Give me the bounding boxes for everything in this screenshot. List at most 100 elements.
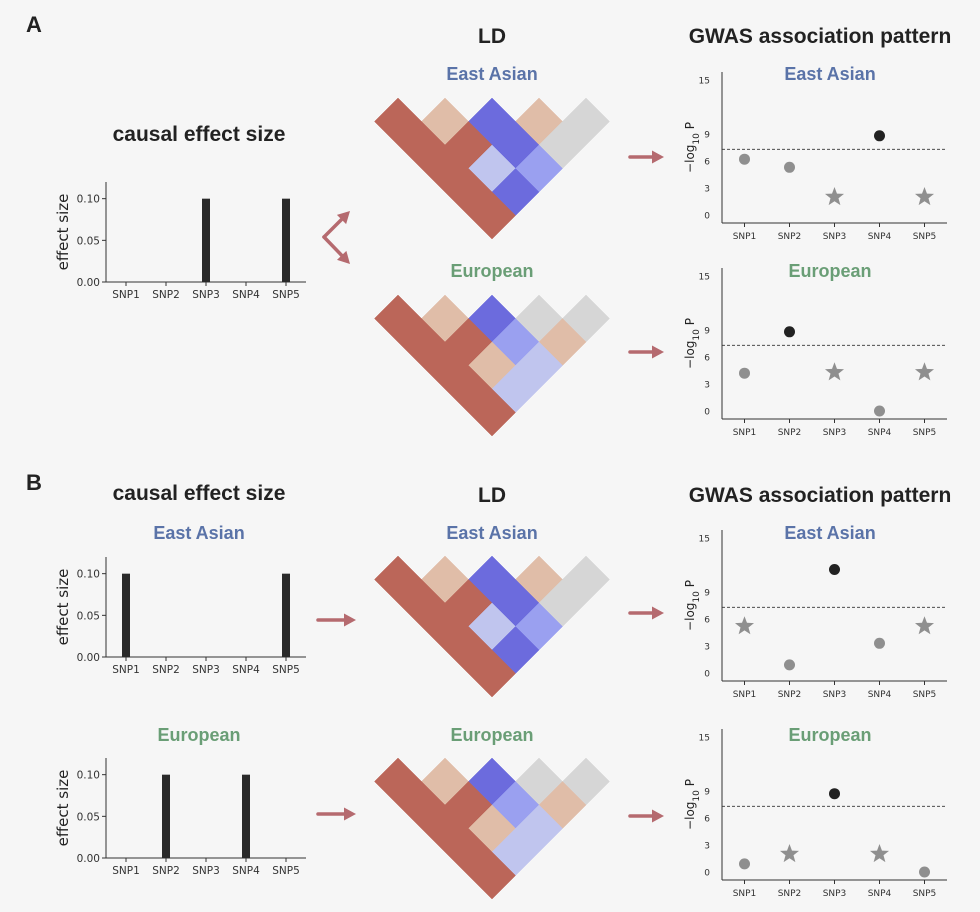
- b-gwas-european-label: European: [788, 725, 871, 745]
- a-gwas-european-y-tick-label: 3: [704, 381, 710, 391]
- a-gwas-european-point-snp1: [739, 367, 750, 379]
- a-gwas-european-x-tick-label: SNP2: [778, 428, 802, 438]
- a-gwas-european-x-tick-label: SNP4: [868, 428, 892, 438]
- b-gwas-east-asian-gwas-chart: 0 3 6 9 15 SNP1 SNP2 SNP3 SNP4 SNP5 −log10 P: [683, 530, 947, 700]
- a-gwas-european-x-tick-label: SNP5: [913, 428, 937, 438]
- b-causal-european-y-tick-label: 0.00: [77, 853, 100, 865]
- b-causal-european-x-tick-label: SNP1: [112, 865, 140, 877]
- b-causal-european-x-tick-label: SNP2: [152, 865, 180, 877]
- b-gwas-european-x-tick-label: SNP1: [733, 889, 757, 899]
- a-gwas-european-point-snp4: [874, 405, 885, 417]
- a-causal-x-tick-label: SNP1: [112, 289, 140, 301]
- b-gwas-european-x-tick-label: SNP3: [823, 889, 847, 899]
- b-gwas-european-y-tick-label: 3: [704, 842, 710, 852]
- a-causal-y-tick-label: 0.10: [77, 194, 100, 206]
- b-gwas-east-asian-x-tick-label: SNP1: [733, 690, 757, 700]
- arrow-a-ld-european-head: [652, 345, 664, 359]
- b-causal-european-label: European: [157, 725, 240, 745]
- a-gwas-european-y-axis-label: −log10 P: [683, 318, 702, 369]
- b-gwas-east-asian-label: East Asian: [784, 523, 875, 543]
- arrow-b-causal-european-head: [344, 807, 356, 821]
- a-gwas-east-asian-x-tick-label: SNP3: [823, 232, 847, 242]
- b-causal-european-bar-snp4: [242, 774, 250, 858]
- b-gwas-european-y-tick-label: 15: [699, 734, 710, 744]
- b-gwas-east-asian-x-tick-label: SNP3: [823, 690, 847, 700]
- b-gwas-european-point-snp5: [919, 866, 930, 878]
- a-gwas-east-asian-point-snp3: [824, 187, 845, 206]
- b-causal-east-asian-x-tick-label: SNP1: [112, 664, 140, 676]
- b-gwas-east-asian-point-snp4: [874, 637, 885, 649]
- arrow-a-to-european-head: [336, 250, 350, 264]
- a-gwas-east-asian-y-tick-label: 0: [704, 212, 710, 222]
- b-causal-east-asian-bar-chart: 0.00 0.05 0.10 SNP1 SNP2 SNP3 SNP4 SNP5 effect s…: [54, 557, 306, 676]
- a-ld-east-asian-ld-cell: [468, 191, 516, 240]
- a-causal-y-axis-label: effect size: [54, 194, 72, 271]
- b-ld-east-asian-ld-cell: [468, 649, 516, 698]
- charts-layer: 0.00 0.05 0.10 SNP1 SNP2 SNP3 SNP4 SNP5 effect s…: [54, 72, 947, 900]
- b-gwas-european-point-snp3: [829, 788, 840, 800]
- a-causal-x-tick-label: SNP5: [272, 289, 300, 301]
- b-causal-east-asian-y-axis-label: effect size: [54, 569, 72, 646]
- b-ld-east-asian-label: East Asian: [446, 523, 537, 543]
- panel-a-letter: A: [26, 12, 42, 37]
- b-gwas-east-asian-x-tick-label: SNP2: [778, 690, 802, 700]
- b-causal-east-asian-bar-snp5: [282, 573, 290, 657]
- b-causal-european-bar-chart: 0.00 0.05 0.10 SNP1 SNP2 SNP3 SNP4 SNP5 effect s…: [54, 758, 306, 877]
- a-gwas-east-asian-y-tick-label: 9: [704, 131, 710, 141]
- b-gwas-european-y-tick-label: 6: [704, 815, 710, 825]
- a-gwas-european-point-snp5: [914, 362, 935, 381]
- panel-b-causal-title: causal effect size: [113, 482, 286, 505]
- a-gwas-european-gwas-chart: 0 3 6 9 15 SNP1 SNP2 SNP3 SNP4 SNP5 −log10 P: [683, 268, 947, 438]
- arrow-a-to-european-shaft: [322, 235, 344, 258]
- a-gwas-european-y-tick-label: 6: [704, 354, 710, 364]
- b-gwas-east-asian-y-tick-label: 15: [699, 535, 710, 545]
- b-gwas-european-point-snp4: [869, 844, 890, 863]
- a-causal-x-tick-label: SNP3: [192, 289, 220, 301]
- panel-b-letter: B: [26, 470, 42, 495]
- a-gwas-east-asian-y-tick-label: 3: [704, 185, 710, 195]
- b-causal-european-bar-snp2: [162, 774, 170, 858]
- b-causal-european-x-tick-label: SNP4: [232, 865, 260, 877]
- b-gwas-east-asian-x-tick-label: SNP4: [868, 690, 892, 700]
- a-causal-y-tick-label: 0.05: [77, 235, 100, 247]
- b-gwas-european-gwas-chart: 0 3 6 9 15 SNP1 SNP2 SNP3 SNP4 SNP5 −log10 P: [683, 729, 947, 899]
- a-gwas-european-point-snp2: [784, 326, 795, 338]
- panel-b-ld-title: LD: [478, 484, 506, 507]
- b-causal-european-x-tick-label: SNP5: [272, 865, 300, 877]
- b-gwas-east-asian-point-snp1: [734, 616, 755, 635]
- panel-a-gwas-title: GWAS association pattern: [689, 25, 952, 48]
- b-causal-east-asian-x-tick-label: SNP3: [192, 664, 220, 676]
- a-causal-bar-snp5: [282, 198, 290, 282]
- b-gwas-european-point-snp1: [739, 858, 750, 870]
- a-gwas-east-asian-point-snp4: [874, 130, 885, 142]
- b-gwas-east-asian-y-tick-label: 0: [704, 670, 710, 680]
- panel-a-causal-title: causal effect size: [113, 123, 286, 146]
- b-causal-east-asian-bar-snp1: [122, 573, 130, 657]
- a-causal-x-tick-label: SNP4: [232, 289, 260, 301]
- a-gwas-east-asian-point-snp5: [914, 187, 935, 206]
- b-gwas-east-asian-y-axis-label: −log10 P: [683, 580, 702, 631]
- b-gwas-european-y-tick-label: 9: [704, 788, 710, 798]
- b-ld-european-ld-cell: [468, 851, 516, 900]
- a-ld-european-label: European: [450, 261, 533, 281]
- b-causal-east-asian-x-tick-label: SNP2: [152, 664, 180, 676]
- a-gwas-european-x-tick-label: SNP1: [733, 428, 757, 438]
- b-gwas-european-x-tick-label: SNP4: [868, 889, 892, 899]
- arrow-a-ld-east-asian-head: [652, 150, 664, 164]
- a-gwas-european-point-snp3: [824, 362, 845, 381]
- a-gwas-east-asian-point-snp2: [784, 161, 795, 173]
- b-gwas-european-x-tick-label: SNP2: [778, 889, 802, 899]
- arrow-a-to-east-asian-head: [336, 211, 350, 225]
- b-gwas-east-asian-point-snp5: [914, 616, 935, 635]
- arrows-layer: [316, 150, 664, 823]
- a-causal-y-tick-label: 0.00: [77, 277, 100, 289]
- a-gwas-european-y-tick-label: 15: [699, 273, 710, 283]
- b-causal-east-asian-label: East Asian: [153, 523, 244, 543]
- arrow-a-to-east-asian-shaft: [322, 217, 344, 239]
- b-gwas-east-asian-point-snp3: [829, 564, 840, 575]
- b-causal-european-y-tick-label: 0.10: [77, 770, 100, 782]
- a-gwas-east-asian-point-snp1: [739, 153, 750, 165]
- b-gwas-european-x-tick-label: SNP5: [913, 889, 937, 899]
